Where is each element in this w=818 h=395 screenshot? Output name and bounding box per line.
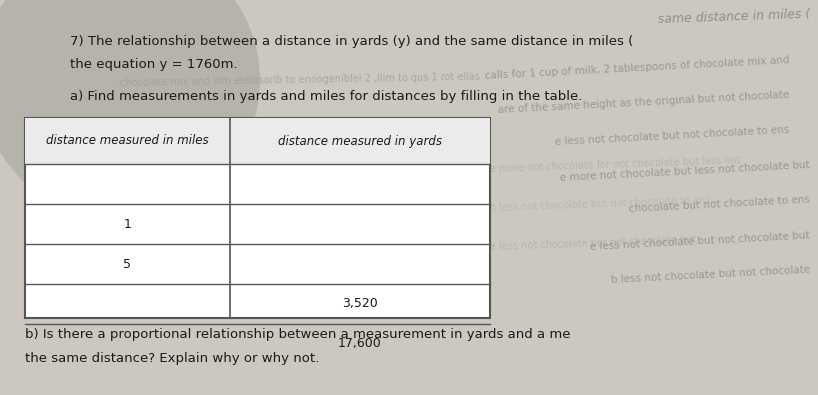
Text: chocolate but not chocolate to ens: chocolate but not chocolate to ens <box>628 195 810 214</box>
Bar <box>25 118 490 318</box>
Text: e less not chocolate but not chocolate but: e less not chocolate but not chocolate b… <box>490 235 697 252</box>
Text: calls for 1 cup of milk, 2 tablespoons of chocolate mix and: calls for 1 cup of milk, 2 tablespoons o… <box>485 55 790 81</box>
Text: b) Is there a proportional relationship between a measurement in yards and a me: b) Is there a proportional relationship … <box>25 328 570 341</box>
Text: the same distance? Explain why or why not.: the same distance? Explain why or why no… <box>25 352 319 365</box>
Text: b less not chocolate but not chocolate: b less not chocolate but not chocolate <box>610 265 810 286</box>
Text: the equation y = 1760m.: the equation y = 1760m. <box>70 58 237 71</box>
Text: same distance in miles (: same distance in miles ( <box>657 8 810 26</box>
Ellipse shape <box>0 0 260 220</box>
Text: e more not chocolate but less not chocolate but: e more not chocolate but less not chocol… <box>560 160 810 183</box>
Text: distance measured in miles: distance measured in miles <box>46 135 209 147</box>
Text: 7) The relationship between a distance in yards (y) and the same distance in mil: 7) The relationship between a distance i… <box>70 35 633 48</box>
Bar <box>25 118 490 164</box>
Text: 3,520: 3,520 <box>342 297 378 310</box>
Text: are of the same height as the original but not chocolate: are of the same height as the original b… <box>498 90 790 115</box>
Text: a) Find measurements in yards and miles for distances by filling in the table.: a) Find measurements in yards and miles … <box>70 90 582 103</box>
Text: b less not chocolate but not chocolate to ens: b less not chocolate but not chocolate t… <box>490 195 711 213</box>
Text: 1: 1 <box>124 218 132 231</box>
Text: chocolate mix and xim etelosorlb to enoogeniblei 2 ,llim to qus 1 rot ellas: chocolate mix and xim etelosorlb to enoo… <box>119 72 480 88</box>
Text: 5: 5 <box>124 258 132 271</box>
Text: 17,600: 17,600 <box>338 337 382 350</box>
Text: e more not chocolate for not chocolate but less not: e more not chocolate for not chocolate b… <box>490 155 741 174</box>
Text: e less not chocolate but not chocolate to ens: e less not chocolate but not chocolate t… <box>555 125 790 147</box>
Text: distance measured in yards: distance measured in yards <box>278 135 442 147</box>
Text: e less not chocolate but not chocolate but: e less not chocolate but not chocolate b… <box>590 230 810 252</box>
